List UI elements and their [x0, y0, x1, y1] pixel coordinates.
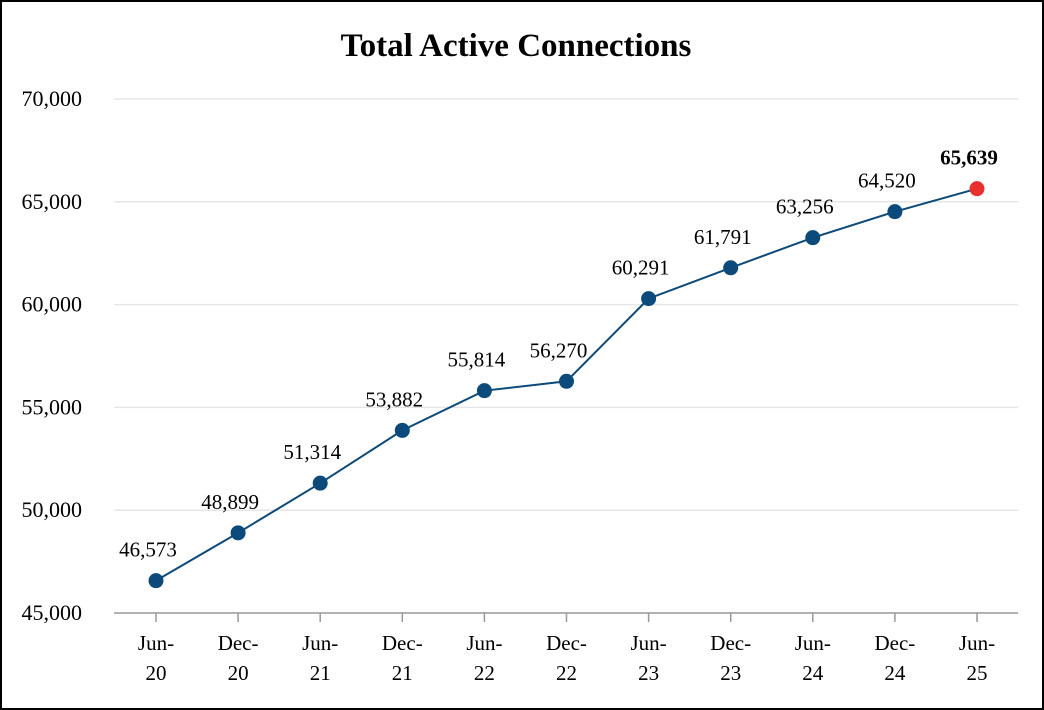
y-tick-label: 55,000	[22, 394, 83, 419]
data-labels: 46,573 48,899 51,314 53,882 55,814 56,270 60,2…	[119, 146, 998, 562]
y-tick-label: 50,000	[22, 497, 83, 522]
x-tick-label: Dec-23	[710, 631, 751, 685]
data-label: 55,814	[448, 348, 506, 372]
data-label: 61,791	[694, 225, 752, 249]
x-tick-label: Dec-24	[874, 631, 915, 685]
chart-title: Total Active Connections	[341, 28, 692, 64]
x-tick-label: Jun-25	[959, 631, 995, 685]
y-tick-label: 65,000	[22, 189, 83, 214]
data-point	[476, 383, 492, 399]
data-point	[230, 525, 246, 541]
data-label: 64,520	[858, 169, 916, 193]
data-point	[805, 230, 821, 246]
data-label: 63,256	[776, 195, 834, 219]
data-label: 51,314	[283, 440, 341, 464]
x-tick-label: Dec-20	[218, 631, 259, 685]
x-tick-label: Jun-20	[138, 631, 174, 685]
x-tick-label: Jun-23	[631, 631, 667, 685]
gridlines	[114, 98, 1018, 511]
y-axis-ticks: 45,000 50,000 55,000 60,000 65,000 70,000	[22, 86, 83, 625]
x-tick-label: Dec-22	[546, 631, 587, 685]
data-point	[887, 204, 903, 220]
y-tick-label: 60,000	[22, 292, 83, 317]
y-tick-label: 70,000	[22, 86, 83, 111]
y-tick-label: 45,000	[22, 600, 83, 625]
data-point	[641, 291, 657, 307]
data-point-highlight	[969, 181, 985, 197]
x-tick-label: Jun-22	[466, 631, 502, 685]
data-label: 60,291	[612, 256, 670, 280]
data-point	[312, 475, 328, 491]
x-tick-label: Dec-21	[382, 631, 423, 685]
data-point	[148, 573, 164, 589]
x-tick-label: Jun-21	[302, 631, 338, 685]
data-label: 46,573	[119, 538, 177, 562]
series-line	[148, 181, 985, 589]
x-axis: Jun-20 Dec-20 Jun-21 Dec-21 Jun-22 Dec-22 Jun-…	[114, 612, 1018, 685]
data-point	[559, 373, 574, 389]
data-label: 48,899	[201, 490, 259, 514]
data-point	[394, 422, 410, 438]
x-tick-label: Jun-24	[795, 631, 831, 685]
data-label: 53,882	[365, 387, 423, 411]
data-label: 65,639	[940, 146, 998, 170]
data-point	[723, 260, 739, 276]
data-label: 56,270	[530, 338, 588, 362]
